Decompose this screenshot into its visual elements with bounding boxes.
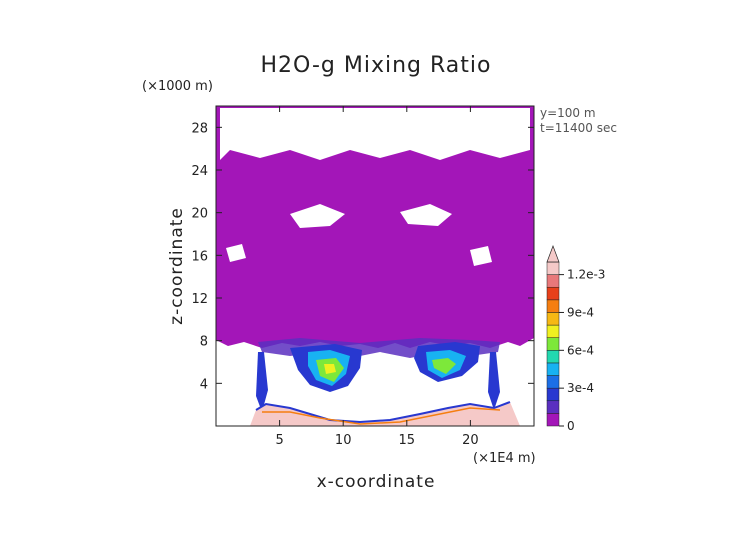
field-region-violet-band	[258, 338, 500, 358]
colorbar-swatch	[546, 274, 560, 288]
field-region-yellow-core	[324, 364, 336, 374]
colorbar-swatch	[546, 312, 560, 326]
field-region-plume-left	[256, 352, 268, 412]
colorbar-tick-label: 0	[567, 419, 575, 433]
annotation-time: t=11400 sec	[540, 121, 617, 135]
y-axis-multiplier: (×1000 m)	[142, 79, 213, 94]
colorbar-extend-arrow	[546, 245, 560, 263]
mixing-ratio-field	[216, 106, 534, 426]
annotation-y-position: y=100 m	[540, 106, 596, 120]
field-region-dry-right	[400, 204, 452, 226]
colorbar-swatch	[546, 324, 560, 338]
field-region-dry-small-right	[470, 246, 492, 266]
colorbar: 0 3e-4 6e-4 9e-4 1.2e-3	[546, 245, 605, 433]
y-axis-label: z-coordinate	[167, 207, 187, 325]
colorbar-swatch	[546, 286, 560, 301]
colorbar-swatch	[546, 362, 560, 376]
chart-title: H2O-g Mixing Ratio	[261, 53, 492, 78]
colorbar-swatch	[546, 413, 560, 427]
colorbar-swatch	[546, 375, 560, 389]
colorbar-swatch	[546, 350, 560, 364]
field-region-surface-orange	[262, 407, 501, 425]
field-region-green-right	[432, 358, 456, 374]
y-axis: 4 8 12 16 20 24 28	[191, 121, 534, 392]
y-tick-label: 16	[191, 249, 208, 264]
x-axis-multiplier: (×1E4 m)	[473, 451, 536, 466]
x-tick-label: 10	[335, 433, 352, 448]
colorbar-swatch	[546, 337, 560, 351]
field-region-dry-left	[290, 204, 345, 228]
field-region-dry-small-left	[226, 244, 246, 262]
colorbar-tick-label: 1.2e-3	[567, 268, 605, 282]
y-tick-label: 20	[191, 207, 208, 222]
y-tick-label: 24	[191, 164, 208, 179]
x-axis-label: x-coordinate	[317, 472, 436, 492]
colorbar-swatch	[546, 387, 560, 402]
y-tick-label: 8	[200, 335, 208, 350]
colorbar-swatch	[546, 400, 560, 414]
plot-frame	[215, 105, 535, 427]
y-tick-label: 4	[200, 377, 208, 392]
field-region-dry-top	[220, 108, 530, 160]
colorbar-swatch	[546, 299, 560, 313]
x-axis: 5 10 15 20	[275, 106, 479, 448]
y-tick-label: 28	[191, 121, 208, 136]
colorbar-tick-label: 9e-4	[567, 305, 594, 319]
field-region-background	[216, 106, 534, 348]
x-tick-label: 15	[399, 433, 416, 448]
colorbar-tick-label: 3e-4	[567, 381, 594, 395]
colorbar-tick-label: 6e-4	[567, 343, 594, 357]
field-region-plume-right	[488, 352, 500, 410]
field-region-surface-edge	[255, 401, 511, 424]
x-tick-label: 20	[462, 433, 479, 448]
y-tick-label: 12	[191, 292, 208, 307]
colorbar-swatch	[546, 261, 560, 275]
x-tick-label: 5	[275, 433, 283, 448]
